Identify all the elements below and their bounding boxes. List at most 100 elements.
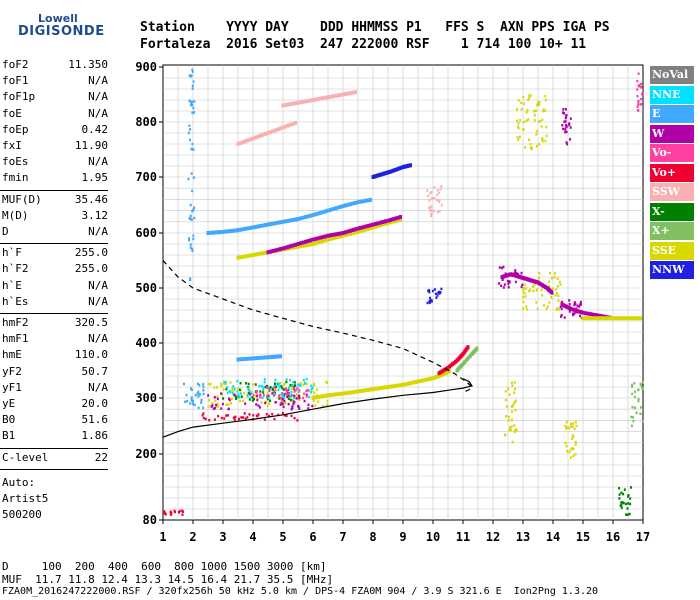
echo-point [563,112,566,115]
echo-point [579,300,582,304]
trace-point [206,231,210,235]
echo-point [511,440,514,444]
echo-point [207,405,210,408]
trace-point [224,229,227,234]
echo-point [247,382,250,386]
echo-point [246,395,249,399]
echo-point [295,393,298,396]
header-row-2: Fortaleza 2016 Set03 247 222000 RSF 1 71… [140,37,587,52]
echo-point [257,413,260,416]
trace-point [264,223,267,228]
echo-point [428,206,431,210]
echo-point [574,302,577,306]
trace-point [334,392,337,397]
echo-point [540,125,543,128]
echo-point [184,400,187,404]
param-label: foEp [2,122,29,136]
trace-point [246,253,250,258]
echo-point [428,299,431,303]
trace-point [261,223,265,228]
trace-point [254,135,257,140]
param-label: C-level [2,450,49,464]
echo-point [192,80,195,83]
y-tick-label: 900 [135,60,157,74]
echo-point [540,288,543,292]
echo-point [283,396,286,399]
echo-point [284,401,287,405]
echo-point [281,411,284,415]
echo-point [529,142,532,146]
echo-point [430,214,433,218]
echo-point [287,394,290,398]
trace-point [336,235,340,240]
param-label: B0 [2,413,16,427]
echo-point [514,269,517,272]
trace-point [269,355,272,360]
param-value: 0.42 [81,122,109,136]
echo-point [516,136,519,139]
echo-point [630,424,633,428]
y-tick-label: 800 [135,115,157,129]
trace-point [319,210,322,215]
echo-point [316,388,319,391]
echo-point [541,294,544,297]
echo-point [190,147,193,151]
echo-point [200,401,203,404]
trace-point [339,204,342,209]
trace-point [296,244,300,249]
trace-point [331,207,335,212]
trace-point [346,91,350,96]
echo-point [517,125,520,128]
echo-point [259,390,262,393]
echo-point [310,384,313,388]
echo-point [538,276,541,279]
echo-point [273,385,276,388]
echo-point [429,206,432,209]
trace-point [331,236,335,241]
echo-point [503,283,506,286]
trace-point [356,226,360,231]
echo-point [288,378,291,382]
echo-point [246,386,249,390]
trace-point [339,391,342,396]
echo-point [432,209,435,213]
echo-point [312,383,315,387]
echo-point [633,390,636,394]
echo-point [514,428,517,431]
x-tick-label: 2 [189,530,196,544]
echo-point [190,74,193,77]
echo-point [188,238,191,242]
echo-point [525,308,528,311]
trace-point [284,219,287,224]
echo-point [523,286,526,290]
trace-point [251,136,255,141]
echo-point [636,108,639,112]
echo-point [534,109,537,112]
echo-point [438,209,441,213]
echo-point [639,406,642,409]
trace-point [271,221,275,226]
echo-point [528,138,531,141]
echo-point [565,115,568,118]
echo-point [498,282,501,285]
echo-point [303,399,306,403]
echo-point [273,417,276,421]
echo-point [533,119,536,122]
echo-point [548,271,551,275]
trace-point [334,206,337,211]
echo-point [277,388,280,392]
trace-point [324,393,327,398]
trace-point [604,316,607,321]
echo-point [221,393,224,396]
echo-point [556,307,559,310]
param-label: yF1 [2,380,22,394]
trace-point [259,251,262,256]
echo-point [191,68,194,72]
echo-point [573,301,576,304]
echo-point [572,447,575,451]
echo-point [251,383,254,386]
trace-point [421,378,425,383]
echo-point [430,205,433,208]
trace-point [326,95,330,100]
echo-point [236,390,239,393]
